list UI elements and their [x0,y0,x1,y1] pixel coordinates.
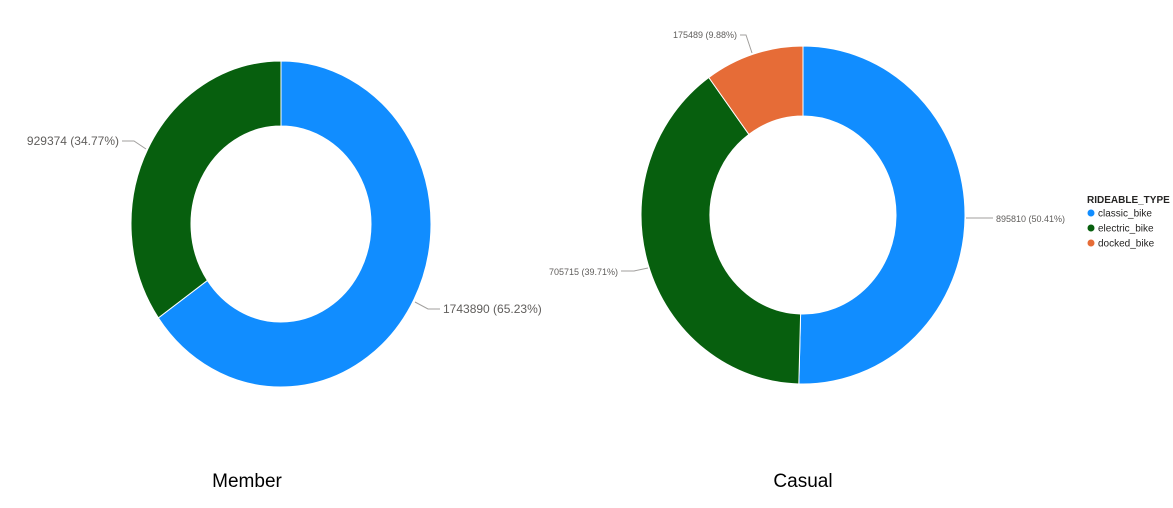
legend-title: RIDEABLE_TYPE [1087,195,1170,206]
legend-item-electric_bike[interactable]: electric_bike [1098,224,1154,235]
member-leader-line-classic_bike [414,301,440,310]
member-chart-title: Member [212,471,282,492]
casual-slice-electric_bike[interactable] [640,76,802,385]
casual-leader-line-electric_bike [621,267,649,272]
legend: RIDEABLE_TYPE classic_bike electric_biked… [1087,195,1170,250]
casual-slice-classic_bike[interactable] [798,45,966,385]
member-data-label-electric_bike: 929374 (34.77%) [27,134,119,148]
member-slice-classic_bike[interactable] [157,60,432,388]
member-slice-electric_bike[interactable] [130,60,282,319]
legend-marker-classic_bike[interactable] [1087,209,1095,217]
member-donut-chart: 1743890 (65.23%) 929374 (34.77%) [27,60,542,388]
casual-data-label-classic_bike: 895810 (50.41%) [996,214,1065,224]
legend-item-classic_bike[interactable]: classic_bike [1098,209,1152,220]
casual-slice-docked_bike[interactable] [708,45,804,136]
casual-leader-line-docked_bike [740,34,753,54]
legend-item-docked_bike[interactable]: docked_bike [1098,239,1155,250]
member-leader-line-electric_bike [122,140,147,150]
member-data-label-classic_bike: 1743890 (65.23%) [443,302,542,316]
legend-marker-electric_bike[interactable] [1087,224,1095,232]
casual-data-label-docked_bike: 175489 (9.88%) [673,30,737,40]
casual-donut-chart: 895810 (50.41%) 705715 (39.71%) 175489 (9.… [549,30,1065,385]
casual-chart-title: Casual [773,471,832,492]
casual-data-label-electric_bike: 705715 (39.71%) [549,267,618,277]
legend-marker-docked_bike[interactable] [1087,239,1095,247]
